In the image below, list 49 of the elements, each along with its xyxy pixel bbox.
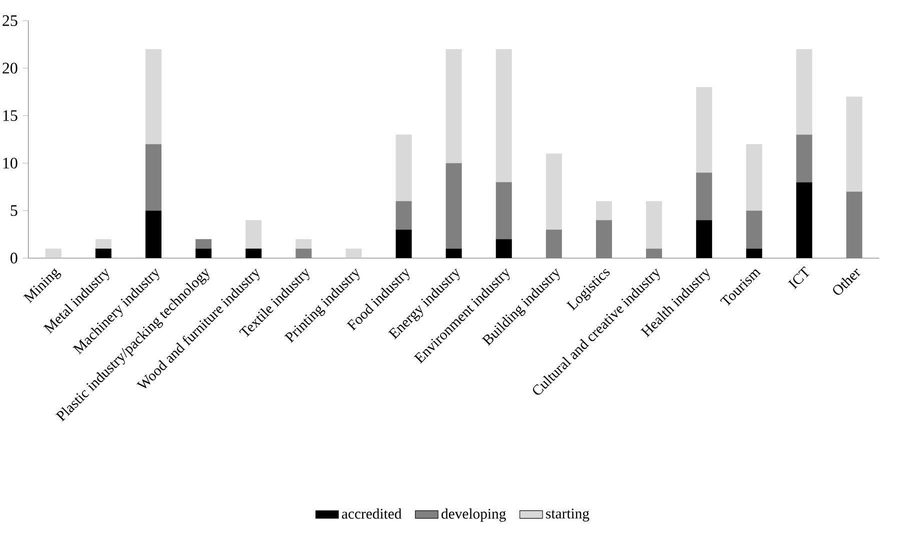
legend-label: accredited xyxy=(342,508,402,519)
bar xyxy=(246,220,262,248)
bar xyxy=(646,201,662,248)
bar xyxy=(746,210,762,248)
y-tick-label: 10 xyxy=(3,158,18,168)
bar xyxy=(546,154,562,230)
bar xyxy=(796,182,812,258)
bar xyxy=(145,144,162,211)
bar xyxy=(846,96,862,192)
bar xyxy=(396,230,412,258)
bar xyxy=(496,182,512,239)
bar xyxy=(446,248,462,258)
bar xyxy=(45,248,62,258)
y-tick-label: 15 xyxy=(3,110,18,121)
bar xyxy=(196,248,212,258)
bar xyxy=(95,248,112,258)
bar xyxy=(145,210,162,258)
y-tick-label: 25 xyxy=(2,15,18,26)
y-tick-label: 20 xyxy=(2,62,18,74)
bar xyxy=(246,248,262,258)
bar xyxy=(296,239,312,248)
x-tick-label: ICT xyxy=(788,266,810,290)
legend-label: starting xyxy=(546,508,590,522)
bar xyxy=(296,248,312,258)
bar xyxy=(446,49,462,164)
bar xyxy=(696,87,712,173)
bar xyxy=(496,239,512,258)
bar xyxy=(596,220,612,258)
bar xyxy=(846,192,862,258)
bar xyxy=(396,134,412,202)
bar xyxy=(696,172,712,220)
bar xyxy=(396,201,412,230)
bar xyxy=(646,248,662,258)
bar xyxy=(196,239,212,248)
bar xyxy=(746,144,762,211)
bar xyxy=(546,230,562,258)
y-tick-label: 5 xyxy=(10,205,18,216)
bar xyxy=(696,220,712,258)
legend-label: developing xyxy=(442,508,506,522)
bar xyxy=(446,163,462,248)
bar xyxy=(796,134,812,182)
bar xyxy=(346,248,362,258)
bar xyxy=(145,49,162,144)
bar xyxy=(796,49,812,135)
bar xyxy=(746,248,762,258)
bar xyxy=(596,201,612,220)
bar xyxy=(496,49,512,182)
bar xyxy=(95,239,112,248)
y-tick-label: 0 xyxy=(10,252,18,264)
